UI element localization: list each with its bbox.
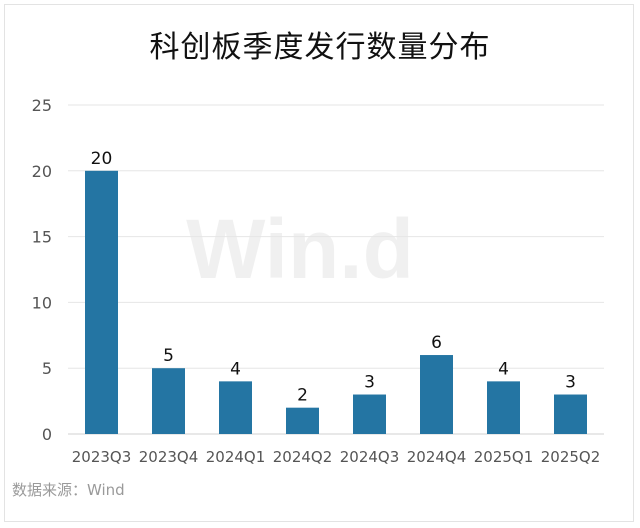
bar-2024Q1 [219,381,252,434]
x-tick-label: 2024Q2 [273,448,333,466]
data-label: 4 [230,359,241,379]
x-tick-label: 2023Q3 [72,448,132,466]
y-tick-label: 15 [32,228,52,247]
x-tick-label: 2025Q2 [541,448,601,466]
bar-2025Q2 [554,394,587,434]
bar-2023Q4 [152,368,185,434]
bar-2023Q3 [85,170,118,435]
y-tick-label: 20 [32,162,52,181]
y-tick-label: 10 [32,293,52,312]
bars [85,170,587,435]
x-axis-ticks: 2023Q3 2023Q4 2024Q1 2024Q2 2024Q3 2024Q4 2025… [72,448,601,466]
bar-2025Q1 [487,381,520,434]
x-tick-label: 2023Q4 [139,448,199,466]
bar-2024Q4 [420,355,453,434]
x-tick-label: 2024Q1 [206,448,266,466]
x-tick-label: 2025Q1 [474,448,534,466]
y-tick-label: 5 [42,359,52,378]
data-label: 6 [431,333,442,353]
watermark: Win.d [186,202,414,296]
chart-title: 科创板季度发行数量分布 [149,30,491,65]
y-tick-label: 0 [42,425,52,444]
y-tick-label: 25 [32,96,52,115]
data-label: 4 [498,359,509,379]
data-label: 5 [163,346,174,366]
data-source: 数据来源：Wind [12,481,125,499]
data-label: 3 [565,373,576,393]
data-label: 2 [297,386,308,406]
data-label: 20 [91,149,113,169]
x-tick-label: 2024Q4 [407,448,467,466]
data-labels: 20 5 4 2 3 6 4 3 [91,149,576,406]
bar-2024Q2 [286,407,319,434]
data-label: 3 [364,373,375,393]
bar-2024Q3 [353,394,386,434]
x-tick-label: 2024Q3 [340,448,400,466]
y-axis-ticks: 0 5 10 15 20 25 [32,96,52,444]
